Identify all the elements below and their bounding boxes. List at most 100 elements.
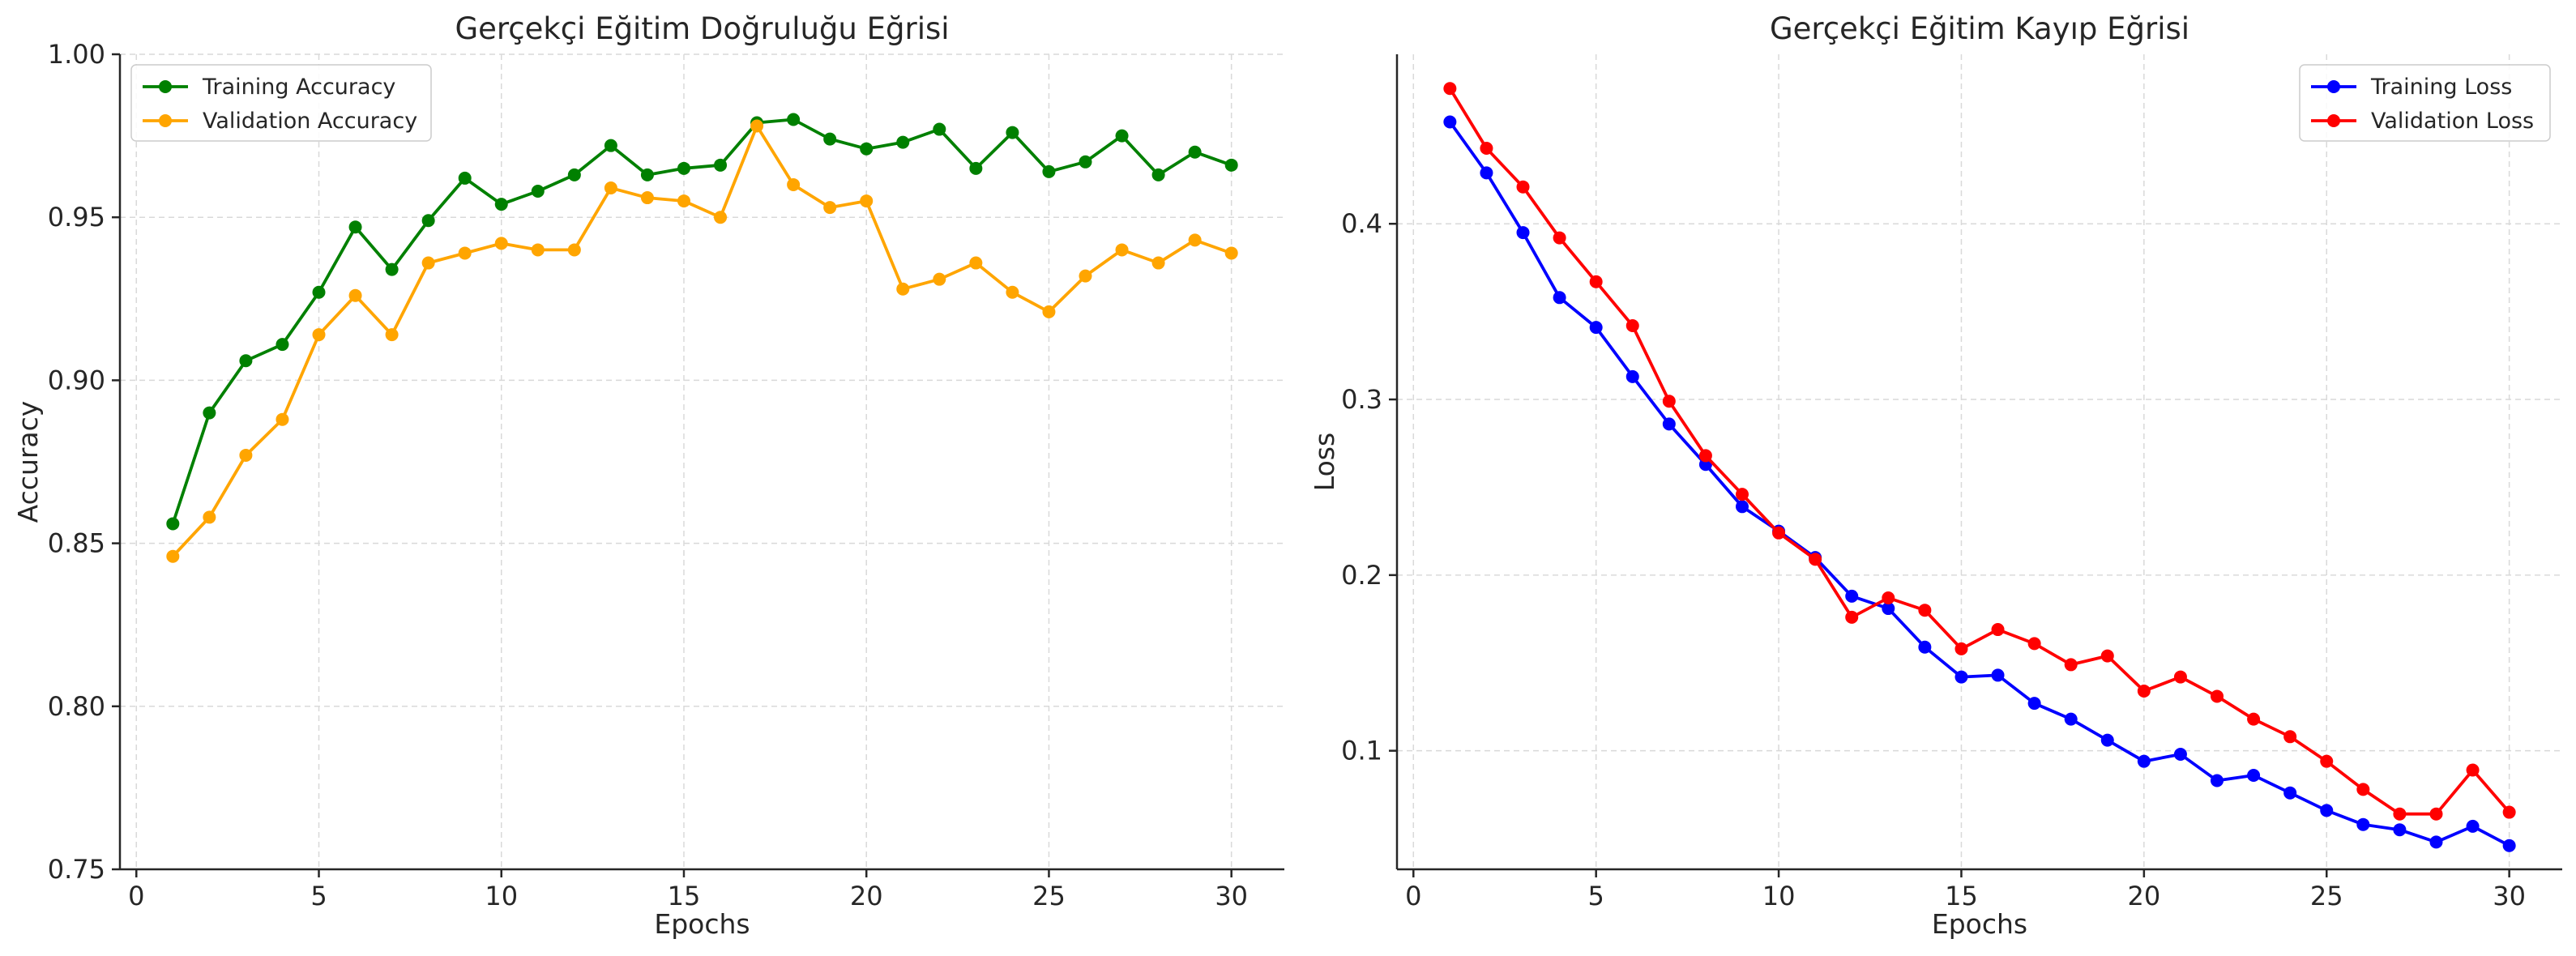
data-point [2502, 805, 2516, 819]
legend-label: Training Accuracy [202, 75, 395, 100]
data-point [787, 177, 801, 191]
data-point [312, 328, 326, 342]
series-2 [1443, 82, 2516, 821]
data-point [2429, 807, 2443, 821]
data-point [1735, 500, 1749, 514]
data-point [1480, 166, 1493, 180]
legend: Training Loss Validation Loss [2299, 64, 2551, 142]
data-point [1809, 553, 1822, 566]
series-line [1448, 87, 2511, 816]
data-point [1662, 395, 1676, 408]
data-point [385, 262, 399, 276]
legend-label: Training Loss [2370, 75, 2512, 100]
data-point [1882, 591, 1895, 605]
legend-label: Validation Loss [2371, 109, 2534, 134]
data-point [1042, 164, 1056, 178]
data-point [2064, 658, 2078, 672]
data-point [458, 246, 472, 260]
data-point [2393, 807, 2407, 821]
x-tick-label: 5 [1587, 881, 1604, 911]
data-point [567, 168, 581, 181]
data-point [2502, 839, 2516, 852]
data-point [677, 161, 690, 175]
data-point [823, 132, 837, 146]
data-point [2356, 817, 2370, 831]
data-point [203, 510, 216, 524]
y-tick-label: 0.3 [1341, 384, 1382, 415]
data-point [494, 237, 508, 250]
data-point [1589, 275, 1603, 288]
data-point [1772, 526, 1786, 540]
data-point [1224, 246, 1238, 260]
data-point [458, 171, 472, 185]
legend-label: Validation Accuracy [203, 109, 417, 134]
data-point [1553, 231, 1566, 245]
x-tick-label: 0 [128, 881, 144, 911]
data-point [896, 135, 910, 149]
data-point [2211, 774, 2224, 787]
data-point [1625, 318, 1639, 332]
data-point [604, 181, 617, 194]
data-point [239, 354, 253, 368]
data-point [1224, 158, 1238, 172]
x-tick-label: 10 [1762, 881, 1796, 911]
data-point [348, 288, 362, 302]
data-point [1991, 668, 2005, 682]
data-point [203, 406, 216, 420]
data-point [823, 201, 837, 215]
data-point [1115, 243, 1129, 257]
data-point [1042, 305, 1056, 318]
data-point [2283, 730, 2297, 744]
data-point [166, 549, 180, 563]
data-point [531, 185, 545, 198]
y-tick-label: 1.00 [48, 39, 105, 70]
data-point [421, 214, 435, 228]
y-tick-label: 0.85 [48, 528, 105, 559]
data-point [348, 220, 362, 234]
data-point [494, 198, 508, 211]
data-point [2320, 804, 2334, 817]
data-point [1151, 168, 1165, 181]
data-point [567, 243, 581, 257]
data-point [1188, 233, 1202, 247]
legend-marker [159, 114, 172, 127]
data-point [2211, 689, 2224, 703]
data-point [2429, 835, 2443, 849]
data-point [1918, 604, 1932, 617]
data-point [276, 412, 289, 426]
data-point [1698, 449, 1712, 463]
data-point [1845, 610, 1859, 624]
y-axis-label: Accuracy [12, 401, 44, 523]
data-point [1845, 589, 1859, 603]
data-point [1662, 417, 1676, 431]
data-point [677, 194, 690, 208]
chart-2: 0 5 10 15 20 25 30 0.1 0.2 0.3 0.4 Gerçekçi Eğitim … [1309, 11, 2562, 940]
data-point [1115, 129, 1129, 143]
series-1 [1443, 115, 2516, 852]
data-point [1991, 623, 2005, 637]
data-point [860, 142, 874, 156]
data-point [385, 328, 399, 342]
data-point [1188, 145, 1202, 159]
data-point [714, 158, 728, 172]
data-point [787, 113, 801, 126]
data-point [1954, 642, 1968, 655]
data-point [2173, 747, 2187, 761]
y-tick-label: 0.90 [48, 365, 105, 395]
data-point [1079, 155, 1092, 169]
y-tick-label: 0.80 [48, 691, 105, 722]
x-axis-label: Epochs [1932, 908, 2027, 940]
series-2 [166, 119, 1238, 563]
y-axis-label: Loss [1309, 433, 1340, 491]
x-tick-label: 25 [2310, 881, 2343, 911]
legend-marker [2327, 114, 2340, 127]
data-point [531, 243, 545, 257]
y-tick-label: 0.4 [1341, 208, 1382, 239]
x-tick-label: 30 [1215, 881, 1248, 911]
data-point [1151, 256, 1165, 270]
data-point [604, 139, 617, 152]
x-tick-label: 20 [2127, 881, 2160, 911]
data-point [2466, 763, 2480, 777]
data-point [2027, 697, 2041, 711]
